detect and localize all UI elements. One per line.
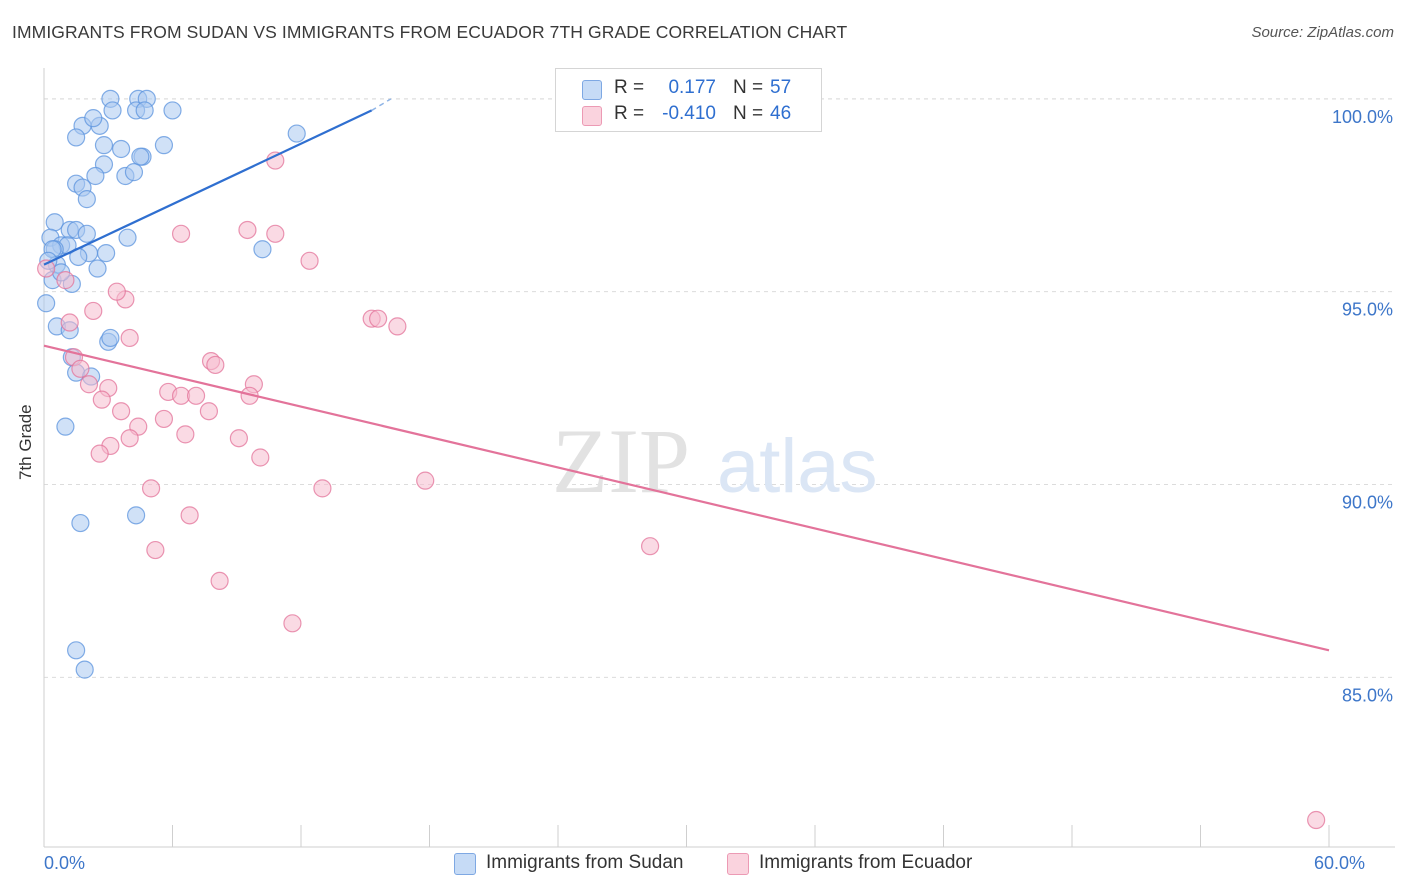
- point-sudan: [37, 294, 56, 313]
- point-sudan: [71, 513, 90, 533]
- legend-swatch-sudan: [454, 853, 476, 875]
- chart-source: Source: ZipAtlas.com: [1251, 24, 1394, 41]
- tick-labels: 100.0% 95.0% 90.0% 85.0% 0.0% 60.0%: [44, 107, 1393, 873]
- r-label: R =: [614, 103, 645, 124]
- point-ecuador: [176, 425, 195, 444]
- point-ecuador: [111, 402, 131, 421]
- point-ecuador: [60, 313, 79, 332]
- point-sudan: [56, 417, 75, 436]
- point-sudan: [154, 136, 174, 155]
- legend-row-sudan: R = 0.177 N = 57: [556, 76, 821, 102]
- n-value: 57: [770, 77, 792, 98]
- point-ecuador: [146, 540, 165, 560]
- y-tick-label: 85.0%: [1342, 685, 1393, 705]
- x-tick-label: 60.0%: [1314, 853, 1365, 873]
- point-ecuador: [90, 444, 109, 463]
- point-ecuador: [238, 220, 257, 240]
- trendline-ecuador: [43, 344, 1330, 652]
- point-sudan: [287, 124, 306, 143]
- x-tick-label: 0.0%: [44, 853, 85, 873]
- legend-row-ecuador: R = -0.410 N = 46: [556, 102, 821, 128]
- point-sudan: [84, 109, 103, 128]
- chart-title: IMMIGRANTS FROM SUDAN VS IMMIGRANTS FROM…: [12, 22, 848, 42]
- point-sudan: [101, 328, 120, 348]
- axis-layer: [43, 68, 1395, 848]
- point-ecuador: [266, 224, 285, 243]
- watermark-atlas: atlas: [717, 424, 878, 509]
- y-axis-label: 7th Grade: [16, 404, 35, 480]
- point-sudan: [75, 660, 94, 679]
- point-ecuador: [283, 614, 302, 633]
- point-sudan: [94, 136, 114, 155]
- point-ecuador: [186, 386, 206, 405]
- point-ecuador: [120, 328, 139, 348]
- point-sudan: [126, 506, 146, 525]
- point-ecuador: [313, 479, 332, 498]
- point-ecuador: [171, 224, 191, 243]
- n-value: 46: [770, 103, 792, 124]
- point-ecuador: [251, 448, 270, 467]
- legend-swatch-ecuador: [582, 106, 602, 126]
- legend-swatch-ecuador: [727, 853, 749, 875]
- point-ecuador: [206, 355, 225, 375]
- point-sudan: [97, 244, 116, 263]
- point-ecuador: [229, 429, 248, 448]
- point-ecuador: [84, 301, 103, 321]
- point-sudan: [67, 641, 86, 660]
- r-label: R =: [614, 77, 645, 98]
- trendline-sudan: [43, 109, 373, 266]
- y-tick-label: 100.0%: [1332, 107, 1393, 127]
- point-ecuador: [640, 537, 660, 556]
- point-sudan: [253, 240, 272, 259]
- point-ecuador: [416, 471, 435, 490]
- point-sudan: [67, 128, 86, 147]
- point-ecuador: [92, 390, 111, 409]
- point-sudan: [163, 101, 182, 120]
- point-sudan: [86, 166, 105, 186]
- point-ecuador: [71, 359, 90, 378]
- point-sudan: [77, 190, 96, 209]
- n-label: N =: [733, 77, 764, 98]
- trendline-sudan-extension: [371, 98, 392, 112]
- point-ecuador: [388, 317, 407, 336]
- point-sudan: [77, 224, 96, 243]
- stats-legend: R = 0.177 N = 57 R = -0.410 N = 46: [555, 68, 822, 132]
- point-ecuador: [37, 259, 56, 278]
- point-ecuador: [1307, 810, 1326, 830]
- point-sudan: [135, 101, 154, 120]
- r-value: 0.177: [668, 77, 716, 98]
- point-sudan: [111, 139, 131, 159]
- point-ecuador: [180, 506, 199, 525]
- r-value: -0.410: [662, 103, 716, 124]
- points-layer: [37, 89, 1326, 830]
- point-sudan: [45, 213, 64, 232]
- n-label: N =: [733, 103, 764, 124]
- trend-layer: [43, 98, 1330, 652]
- point-ecuador: [199, 402, 219, 421]
- point-sudan: [103, 101, 122, 120]
- point-ecuador: [210, 571, 229, 591]
- point-ecuador: [107, 282, 126, 301]
- point-ecuador: [120, 429, 139, 448]
- legend-swatch-sudan: [582, 80, 602, 100]
- point-ecuador: [141, 479, 161, 498]
- point-ecuador: [300, 251, 319, 270]
- watermark-zip: ZIP: [552, 410, 690, 512]
- point-ecuador: [79, 375, 99, 394]
- point-sudan: [88, 259, 107, 278]
- point-sudan: [124, 163, 144, 182]
- legend-label-ecuador: Immigrants from Ecuador: [759, 852, 973, 873]
- y-tick-label: 90.0%: [1342, 492, 1393, 512]
- y-tick-label: 95.0%: [1342, 300, 1393, 320]
- point-ecuador: [56, 271, 75, 290]
- point-ecuador: [369, 309, 388, 328]
- point-sudan: [131, 147, 150, 166]
- point-ecuador: [154, 409, 174, 429]
- point-sudan: [118, 228, 137, 247]
- watermark: ZIP atlas: [552, 410, 878, 512]
- legend-label-sudan: Immigrants from Sudan: [486, 852, 684, 873]
